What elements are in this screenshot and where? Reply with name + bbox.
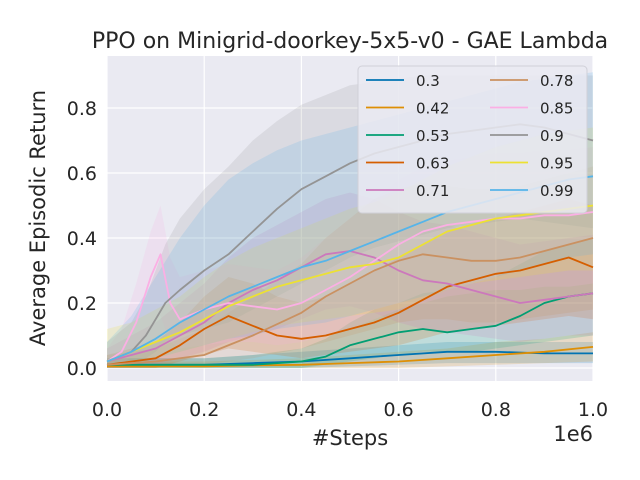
legend-label-0.95: 0.95 (540, 155, 573, 173)
x-tick-label-2: 0.4 (286, 399, 316, 421)
y-tick-labels: 0.0 0.2 0.4 0.6 0.8 (67, 98, 97, 380)
legend-label-0.63: 0.63 (416, 155, 449, 173)
y-tick-label-3: 0.6 (67, 163, 97, 185)
legend-label-0.53: 0.53 (416, 127, 449, 145)
x-tick-label-0: 0.0 (92, 399, 122, 421)
y-tick-label-2: 0.4 (67, 228, 97, 250)
x-axis-label: #Steps (312, 426, 388, 450)
legend-label-0.99: 0.99 (540, 182, 573, 200)
series-line-0.42 (107, 346, 594, 368)
band-0.53 (107, 238, 593, 368)
series-line-0.63 (106, 256, 594, 366)
band-0.71 (107, 192, 593, 368)
x-tick-label-3: 0.6 (383, 399, 413, 421)
x-tick-label-4: 0.8 (481, 399, 511, 421)
series-line-0.95 (106, 204, 594, 363)
y-axis-label: Average Episodic Return (26, 90, 50, 346)
legend: 0.3 0.42 0.53 0.63 0.71 0.78 0.85 0.9 0.95 0.99 (357, 65, 588, 214)
y-tick-label-0: 0.0 (67, 358, 97, 380)
series-line-0.71 (106, 250, 594, 363)
x-tick-label-5: 1.0 (578, 399, 608, 421)
legend-label-0.78: 0.78 (540, 72, 573, 90)
series-line-0.53 (107, 292, 594, 366)
legend-label-0.42: 0.42 (416, 100, 449, 118)
x-axis-multiplier: 1e6 (553, 422, 593, 446)
x-tick-labels: 0.0 0.2 0.4 0.6 0.8 1.0 (92, 399, 608, 421)
y-tick-label-1: 0.2 (67, 293, 97, 315)
y-tick-label-4: 0.8 (67, 98, 97, 120)
x-tick-label-1: 0.2 (189, 399, 219, 421)
legend-label-0.3: 0.3 (416, 72, 440, 90)
legend-label-0.71: 0.71 (416, 182, 449, 200)
chart-title: PPO on Minigrid-doorkey-5x5-v0 - GAE Lam… (92, 29, 608, 54)
band-0.42 (107, 332, 593, 368)
legend-label-0.85: 0.85 (540, 100, 573, 118)
band-0.3 (107, 342, 593, 368)
legend-label-0.9: 0.9 (540, 127, 564, 145)
series-line-0.78 (106, 237, 594, 366)
legend-box (357, 65, 588, 214)
